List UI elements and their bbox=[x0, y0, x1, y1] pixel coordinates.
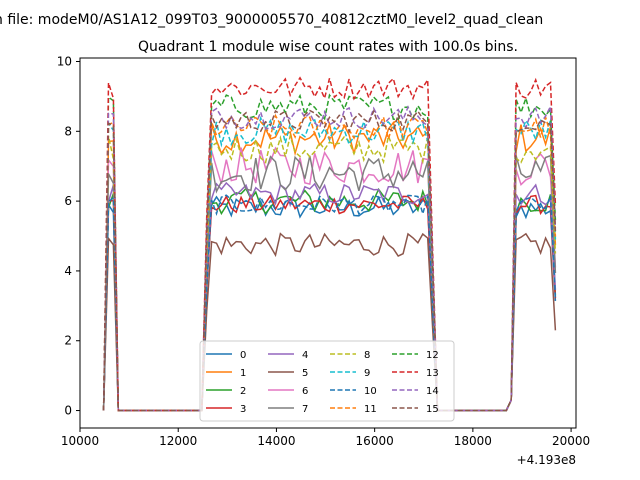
legend-box bbox=[199, 340, 455, 422]
legend-label: 6 bbox=[302, 386, 308, 397]
y-tick-label: 6 bbox=[64, 194, 72, 208]
figure-suptitle: n file: modeM0/AS1A12_099T03_9000005570_… bbox=[0, 12, 543, 28]
legend-label: 11 bbox=[364, 404, 377, 415]
legend-label: 10 bbox=[364, 386, 377, 397]
legend-label: 1 bbox=[240, 368, 246, 379]
legend-label: 13 bbox=[426, 368, 439, 379]
legend-label: 8 bbox=[364, 350, 370, 361]
legend-label: 0 bbox=[240, 350, 246, 361]
legend-label: 14 bbox=[426, 386, 439, 397]
legend-label: 5 bbox=[302, 368, 308, 379]
series-line-12 bbox=[102, 93, 557, 412]
legend-label: 3 bbox=[240, 404, 246, 415]
x-axis-offset-label: +4.193e8 bbox=[517, 453, 576, 467]
x-tick-label: 12000 bbox=[159, 434, 197, 448]
y-tick-label: 8 bbox=[64, 124, 72, 138]
series-layer bbox=[102, 76, 557, 412]
axes-border bbox=[79, 57, 577, 429]
series-line-14 bbox=[102, 103, 557, 412]
x-axis: 10000 12000 14000 16000 18000 20000 bbox=[61, 428, 590, 448]
y-tick-label: 0 bbox=[64, 404, 72, 418]
x-tick-label: 16000 bbox=[356, 434, 394, 448]
legend-label: 15 bbox=[426, 404, 439, 415]
y-axis: 0 2 4 6 8 10 bbox=[57, 54, 80, 418]
x-tick-label: 14000 bbox=[257, 434, 295, 448]
y-tick-label: 4 bbox=[64, 264, 72, 278]
series-line-15 bbox=[102, 109, 557, 412]
chart-title: Quadrant 1 module wise count rates with … bbox=[138, 39, 518, 55]
legend-label: 7 bbox=[302, 404, 308, 415]
legend-label: 12 bbox=[426, 350, 439, 361]
legend-label: 9 bbox=[364, 368, 370, 379]
legend-label: 2 bbox=[240, 386, 246, 397]
y-tick-label: 10 bbox=[57, 54, 72, 68]
x-tick-label: 10000 bbox=[61, 434, 99, 448]
x-tick-label: 18000 bbox=[454, 434, 492, 448]
x-tick-label: 20000 bbox=[552, 434, 590, 448]
legend-label: 4 bbox=[302, 350, 308, 361]
y-tick-label: 2 bbox=[64, 334, 72, 348]
